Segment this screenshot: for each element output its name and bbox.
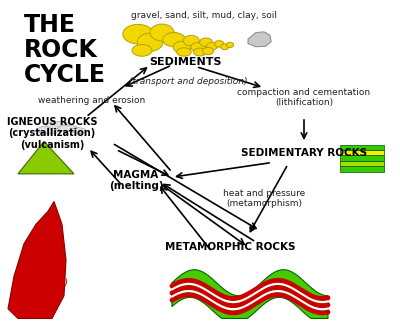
- Text: THE
ROCK
CYCLE: THE ROCK CYCLE: [24, 13, 106, 87]
- Ellipse shape: [191, 43, 205, 52]
- Text: METAMORPHIC ROCKS: METAMORPHIC ROCKS: [165, 242, 295, 252]
- Ellipse shape: [132, 45, 152, 56]
- Bar: [340, 155, 384, 161]
- Text: (transport and deposition): (transport and deposition): [129, 77, 247, 86]
- Text: compaction and cementation
(lithification): compaction and cementation (lithificatio…: [238, 88, 370, 107]
- Ellipse shape: [173, 41, 191, 53]
- Ellipse shape: [177, 48, 191, 56]
- Text: IGNEOUS ROCKS
(crystallization)
(vulcanism): IGNEOUS ROCKS (crystallization) (vulcani…: [7, 117, 97, 150]
- Bar: [340, 145, 384, 150]
- Ellipse shape: [202, 47, 214, 55]
- Ellipse shape: [137, 33, 163, 51]
- Ellipse shape: [163, 32, 185, 47]
- Ellipse shape: [58, 125, 78, 132]
- Ellipse shape: [70, 128, 86, 134]
- Ellipse shape: [37, 126, 59, 134]
- Ellipse shape: [206, 43, 218, 50]
- Polygon shape: [248, 32, 271, 47]
- Text: gravel, sand, silt, mud, clay, soil: gravel, sand, silt, mud, clay, soil: [131, 11, 277, 20]
- Ellipse shape: [194, 48, 206, 56]
- Polygon shape: [18, 141, 74, 174]
- Polygon shape: [172, 270, 328, 318]
- Ellipse shape: [214, 41, 224, 47]
- Ellipse shape: [150, 24, 174, 41]
- Text: weathering and erosion: weathering and erosion: [38, 96, 146, 105]
- Bar: [340, 166, 384, 172]
- Text: SEDIMENTS: SEDIMENTS: [150, 57, 222, 67]
- Bar: [340, 161, 384, 166]
- Polygon shape: [8, 202, 66, 318]
- Text: SEDIMENTARY ROCKS: SEDIMENTARY ROCKS: [241, 148, 367, 158]
- Text: (plutonism): (plutonism): [12, 278, 68, 288]
- Bar: [340, 150, 384, 155]
- Text: heat and pressure
(metamorphism): heat and pressure (metamorphism): [223, 188, 305, 208]
- Ellipse shape: [200, 38, 212, 46]
- Ellipse shape: [221, 44, 229, 50]
- Ellipse shape: [183, 35, 199, 46]
- Text: MAGMA
(melting): MAGMA (melting): [109, 170, 163, 191]
- Ellipse shape: [46, 122, 70, 129]
- Ellipse shape: [226, 42, 234, 47]
- Ellipse shape: [123, 24, 153, 44]
